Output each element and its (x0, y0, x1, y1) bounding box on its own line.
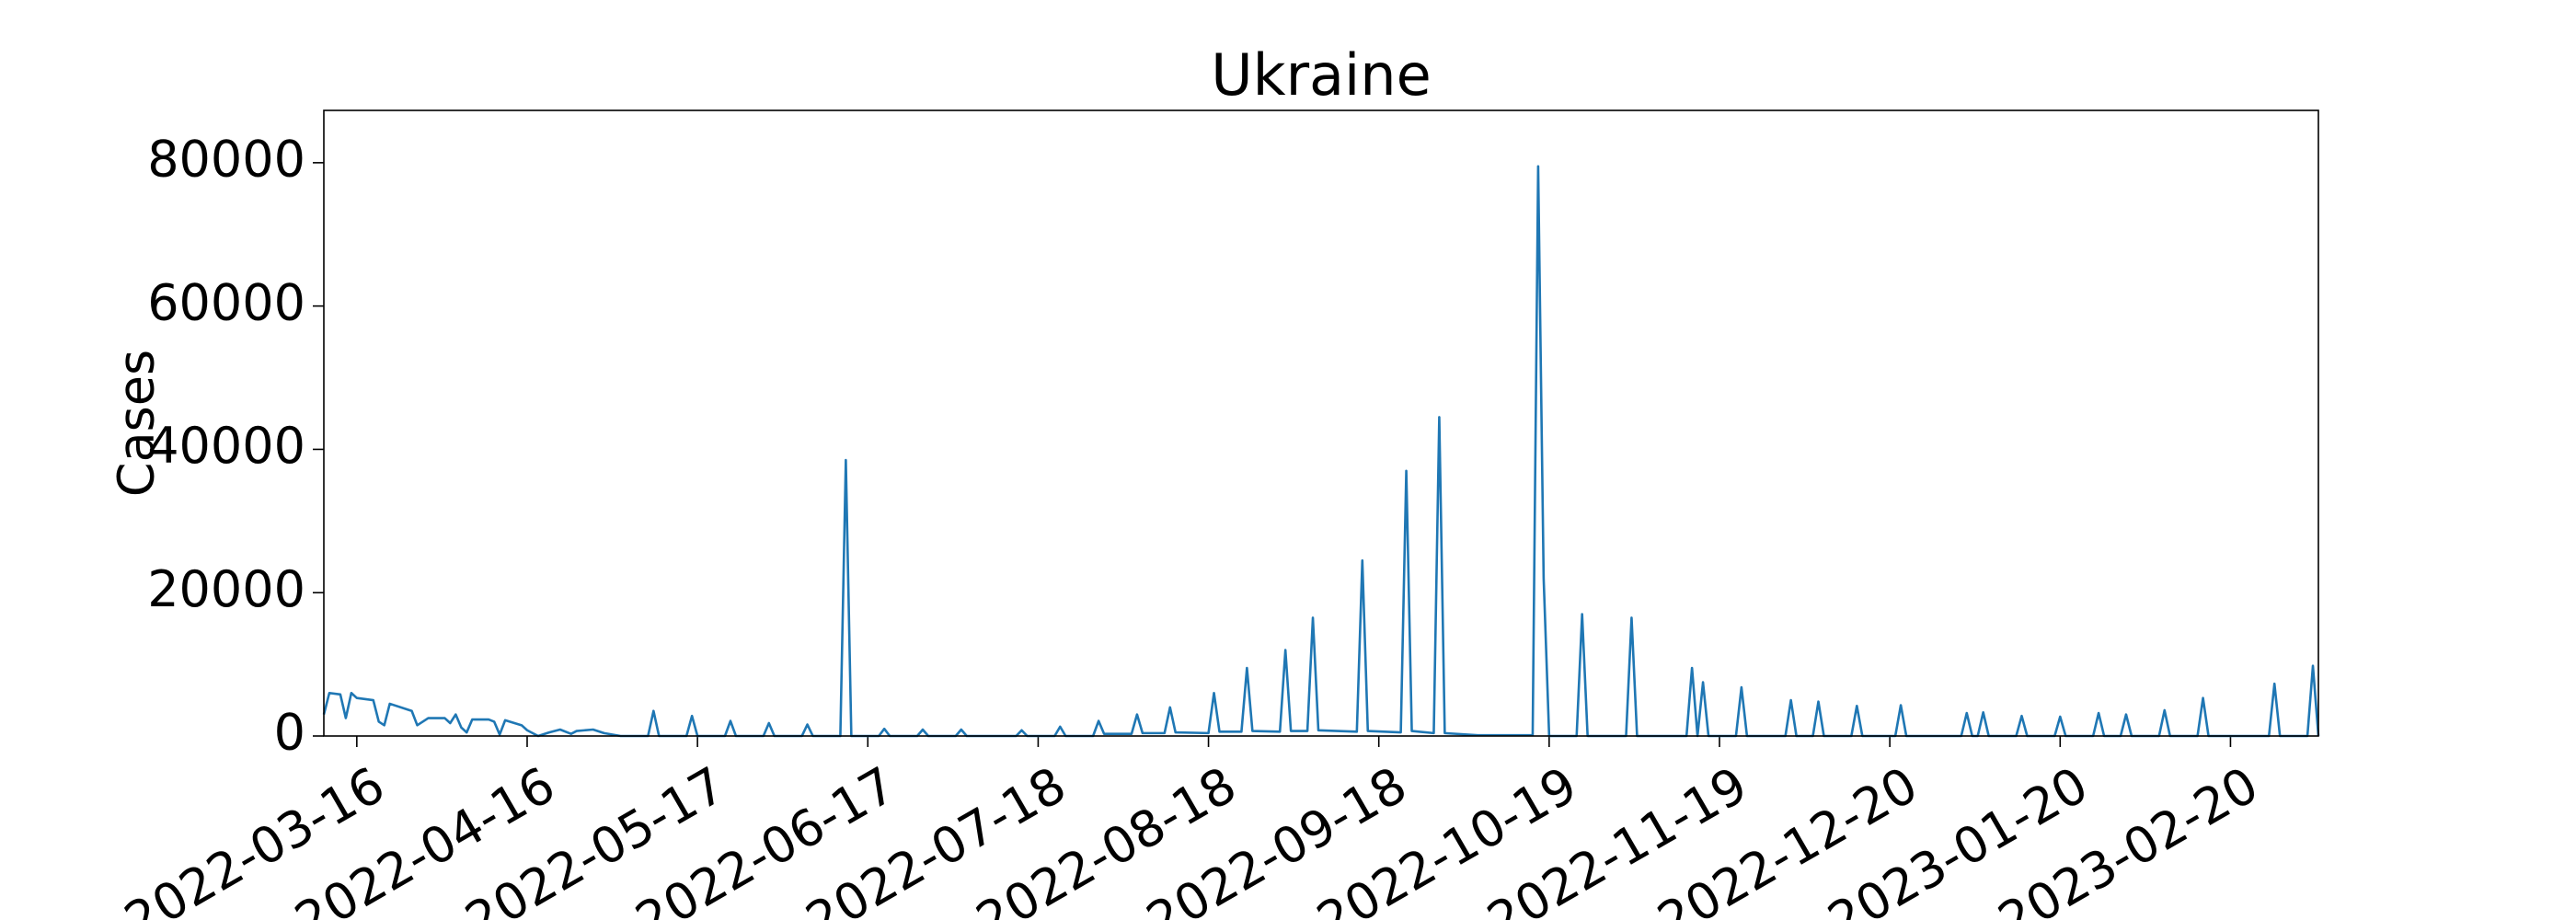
y-tick-label: 40000 (147, 417, 305, 475)
y-tick-label: 20000 (147, 560, 305, 618)
plot-frame (323, 109, 2319, 737)
y-tick-label: 60000 (147, 273, 305, 331)
y-tick-label: 0 (274, 704, 305, 762)
data-line (322, 165, 2320, 738)
y-tick-label: 80000 (147, 131, 305, 189)
y-axis-label: Cases (108, 350, 166, 497)
chart-title: Ukraine (1211, 41, 1431, 109)
